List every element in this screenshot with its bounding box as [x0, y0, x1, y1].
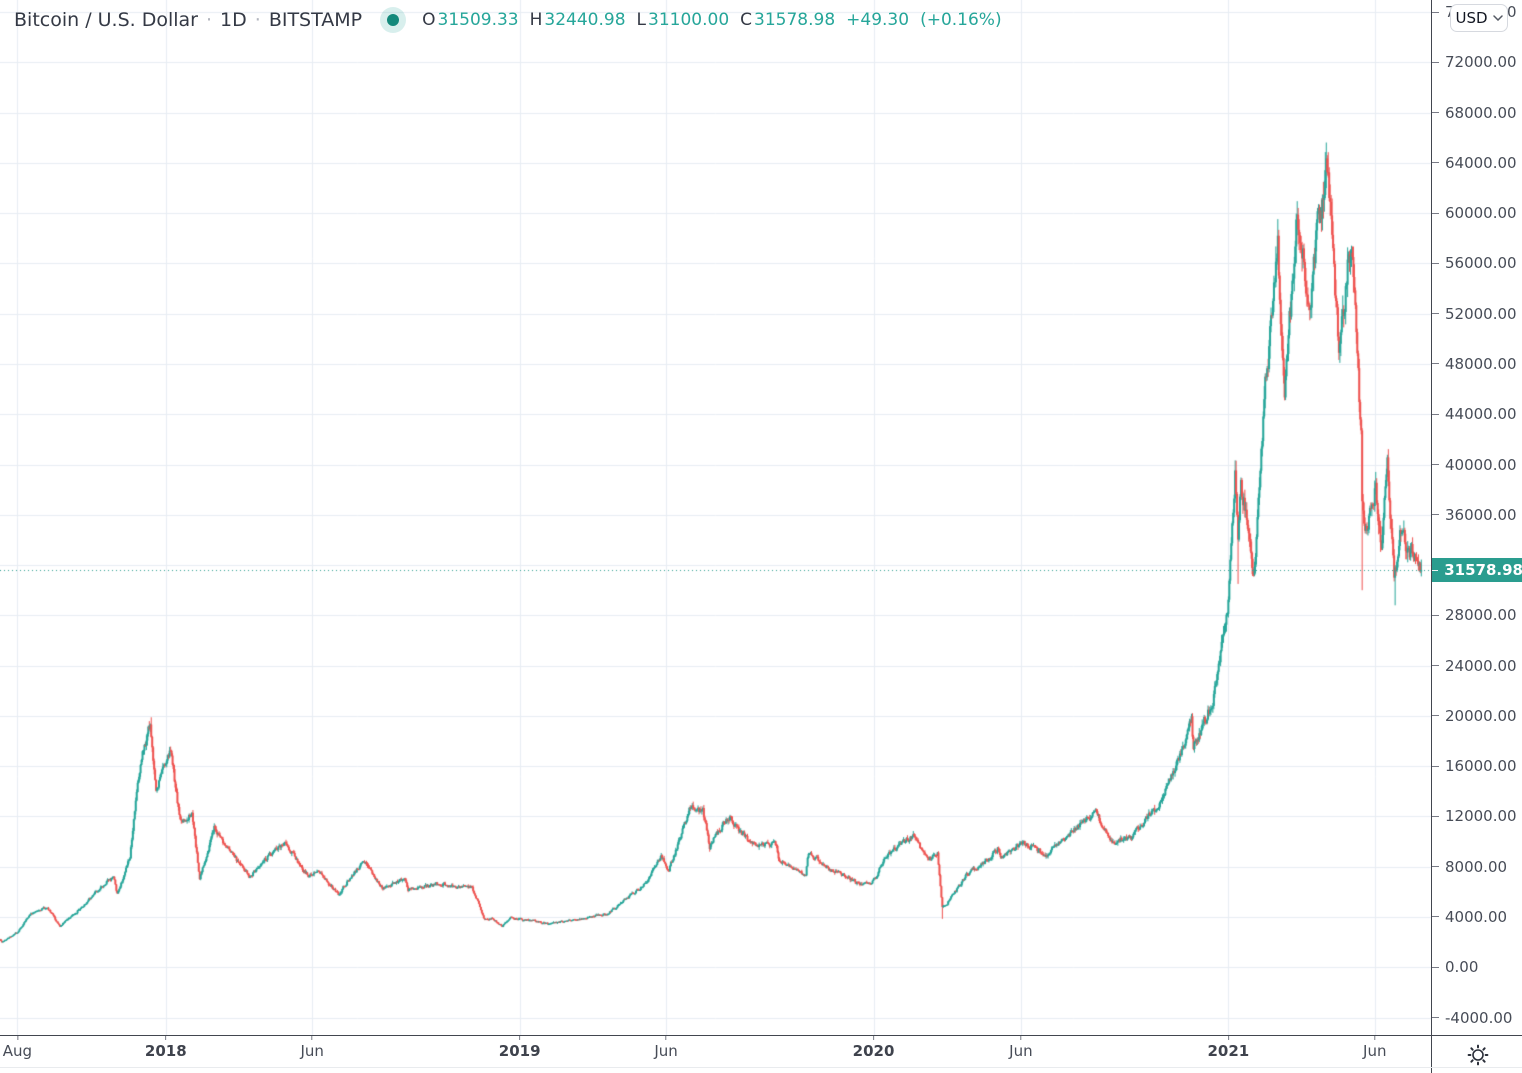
price-scale[interactable]: 31578.98 76000.0072000.0068000.0064000.0…: [1431, 0, 1522, 1035]
price-tick-label: 52000.00: [1432, 305, 1517, 323]
time-tick-label: Jun: [1363, 1036, 1386, 1060]
price-tick-label: 60000.00: [1432, 204, 1517, 222]
price-tick-label: 20000.00: [1432, 707, 1517, 725]
market-status-dot-core: [387, 14, 400, 26]
current-price-value: 31578.98: [1444, 561, 1522, 580]
currency-toggle-button[interactable]: USD: [1450, 4, 1508, 32]
ohlc-readout: O 31509.33 H 32440.98 L 31100.00 C 31578.98 …: [422, 10, 1001, 30]
interval-label[interactable]: 1D: [220, 9, 247, 31]
price-chart-canvas[interactable]: [0, 0, 1431, 1035]
price-tick-label: -4000.00: [1432, 1009, 1512, 1027]
time-scale[interactable]: Aug 2018 Jun 2019 Jun 2020 Jun 2021 Jun: [0, 1035, 1431, 1073]
price-tick-label: 8000.00: [1432, 858, 1507, 876]
time-tick-label: 2018: [145, 1036, 187, 1060]
price-tick-label: 16000.00: [1432, 757, 1517, 775]
close-label: C: [740, 10, 753, 30]
low-value: 31100.00: [648, 10, 730, 30]
price-tick-label: 28000.00: [1432, 606, 1517, 624]
time-tick-label: Aug: [3, 1036, 32, 1060]
change-value: +49.30: [846, 10, 910, 30]
high-value: 32440.98: [544, 10, 626, 30]
legend-separator: ·: [206, 9, 213, 31]
time-tick-label: 2020: [853, 1036, 894, 1060]
high-label: H: [529, 10, 543, 30]
time-tick-label: 2019: [499, 1036, 541, 1060]
open-label: O: [422, 10, 436, 30]
scales-corner: [1431, 1035, 1522, 1073]
market-status-dot: [380, 7, 407, 33]
price-tick-label: 36000.00: [1432, 506, 1517, 524]
price-tick-label: 68000.00: [1432, 104, 1517, 122]
bottom-divider: [0, 1067, 1522, 1068]
time-tick-label: Jun: [654, 1036, 678, 1060]
time-tick-label: 2021: [1207, 1036, 1249, 1060]
price-tick-label: 12000.00: [1432, 807, 1517, 825]
price-tick-label: 56000.00: [1432, 254, 1517, 272]
price-tick-label: 24000.00: [1432, 657, 1517, 675]
time-tick-label: Jun: [1009, 1036, 1033, 1060]
price-tick-label: 4000.00: [1432, 908, 1507, 926]
price-tick-label: 72000.00: [1432, 53, 1517, 71]
currency-label: USD: [1455, 9, 1488, 27]
price-tick-label: 0.00: [1432, 958, 1478, 976]
current-price-badge: 31578.98: [1432, 558, 1522, 583]
legend-separator: ·: [254, 9, 261, 31]
price-tick-label: 48000.00: [1432, 355, 1517, 373]
sun-icon[interactable]: [1466, 1043, 1490, 1067]
price-tick-label: 44000.00: [1432, 405, 1517, 423]
open-value: 31509.33: [437, 10, 519, 30]
exchange-label[interactable]: BITSTAMP: [268, 9, 363, 31]
change-percent: (+0.16%): [920, 10, 1002, 30]
close-value: 31578.98: [754, 10, 836, 30]
time-tick-label: Jun: [300, 1036, 324, 1060]
price-tick-label: 40000.00: [1432, 456, 1517, 474]
current-price-tick: [1432, 569, 1439, 571]
price-tick-label: 64000.00: [1432, 154, 1517, 172]
low-label: L: [636, 10, 647, 30]
chevron-down-icon: [1492, 15, 1503, 21]
symbol-title[interactable]: Bitcoin / U.S. Dollar: [14, 9, 198, 31]
